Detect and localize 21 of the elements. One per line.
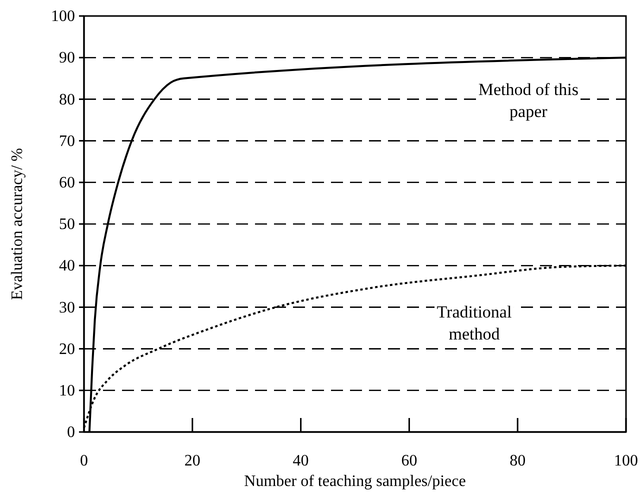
x-tick-label: 20 bbox=[184, 452, 200, 470]
y-tick-label: 50 bbox=[59, 216, 75, 234]
x-tick-label: 0 bbox=[80, 452, 88, 470]
y-tick-label: 20 bbox=[59, 340, 75, 358]
x-tick-label: 100 bbox=[614, 452, 638, 470]
annotation: Traditional method bbox=[436, 302, 512, 344]
y-axis-title: Evaluation accuracy/ % bbox=[9, 148, 26, 300]
annotation: Method of this paper bbox=[478, 80, 578, 122]
y-tick-label: 60 bbox=[59, 174, 75, 192]
y-tick-label: 0 bbox=[67, 424, 75, 442]
y-tick-label: 80 bbox=[59, 91, 75, 108]
y-tick-label: 100 bbox=[51, 8, 75, 26]
x-tick-label: 60 bbox=[401, 452, 418, 470]
y-tick-label: 40 bbox=[59, 258, 75, 275]
x-axis-title: Number of teaching samples/piece bbox=[244, 473, 466, 490]
y-tick-label: 10 bbox=[59, 382, 75, 400]
x-tick-label: 40 bbox=[292, 452, 309, 470]
x-tick-label: 80 bbox=[510, 452, 526, 470]
y-tick-label: 30 bbox=[59, 299, 75, 316]
y-tick-label: 70 bbox=[59, 132, 75, 150]
y-tick-label: 90 bbox=[59, 50, 75, 67]
